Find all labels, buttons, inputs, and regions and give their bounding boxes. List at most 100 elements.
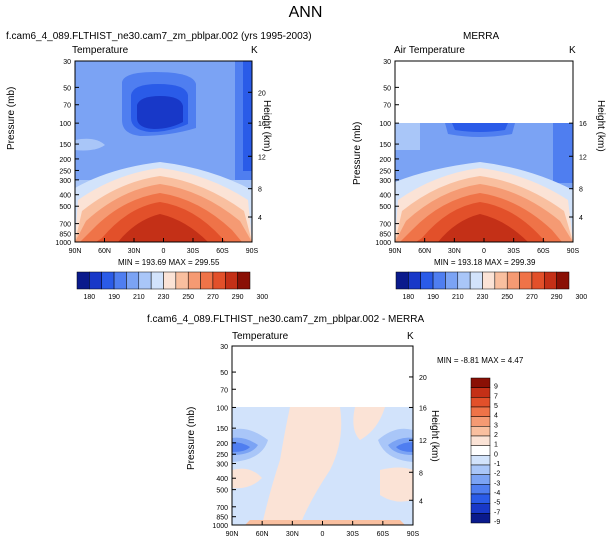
colorbar-1-label: 190 — [108, 294, 120, 301]
panel-3-ylabel-right: Height (km) — [429, 410, 440, 462]
panel-1-title: f.cam6_4_089.FLTHIST_ne30.cam7_zm_pblpar… — [6, 31, 312, 42]
colorbar-3-label: 9 — [494, 384, 498, 391]
colorbar-1-swatch — [150, 271, 164, 290]
colorbar-3-swatch — [470, 397, 491, 408]
colorbar-2: 180 190 210 230 250 270 290 300 — [395, 271, 587, 301]
colorbar-3-swatch — [470, 387, 491, 398]
colorbar-2-label: 270 — [526, 294, 538, 301]
panel-3-stats: MIN = -8.81 MAX = 4.47 — [437, 356, 524, 365]
colorbar-3-swatch — [470, 474, 491, 485]
colorbar-3-swatch — [470, 455, 491, 466]
panel-1-left-label: Temperature — [72, 45, 129, 56]
panel-2-ytick-label: 200 — [379, 157, 391, 164]
panel-1-xtick-label: 60S — [216, 248, 229, 255]
colorbar-2-label: 230 — [477, 294, 489, 301]
colorbar-2-swatch — [494, 271, 508, 290]
panel-2-stats: MIN = 193.18 MAX = 299.39 — [434, 258, 536, 267]
colorbar-1-swatch — [175, 271, 189, 290]
colorbar-2-swatch — [469, 271, 483, 290]
colorbar-2-swatch — [445, 271, 459, 290]
panel-1-xtick-label: 30N — [128, 248, 141, 255]
panel-3-xtick-label: 90S — [407, 531, 420, 538]
panel-1-ytick-right-label: 16 — [258, 121, 266, 128]
colorbar-2-swatch — [519, 271, 533, 290]
panel-1-xtick-label: 30S — [187, 248, 200, 255]
panel-1-ytick-label: 70 — [63, 103, 71, 110]
panel-3-ytick-label: 1000 — [212, 523, 228, 530]
panel-3-ytick-label: 150 — [216, 426, 228, 433]
colorbar-2-swatch — [457, 271, 471, 290]
panel-3-ytick-label: 500 — [216, 488, 228, 495]
figure-title: ANN — [288, 4, 323, 21]
colorbar-3-label: -3 — [494, 480, 500, 487]
panel-3-ytick-right-label: 8 — [419, 470, 423, 477]
panel-3-ytick-label: 250 — [216, 452, 228, 459]
panel-3-ytick-label: 850 — [216, 515, 228, 522]
colorbar-2-swatch — [420, 271, 434, 290]
panel-2-xtick-label: 90S — [567, 248, 580, 255]
colorbar-3-swatch — [470, 503, 491, 514]
panel-1-contours — [75, 61, 252, 242]
colorbar-1-swatch — [200, 271, 214, 290]
panel-2-left-label: Air Temperature — [394, 45, 465, 56]
colorbar-2-label: 210 — [452, 294, 464, 301]
colorbar-3-label: -4 — [494, 490, 500, 497]
panel-1-ytick-label: 700 — [59, 222, 71, 229]
panel-1-ytick-right-label: 8 — [258, 187, 262, 194]
colorbar-3-swatch — [470, 426, 491, 437]
colorbar-1-swatch — [76, 271, 90, 290]
panel-1-ytick-label: 500 — [59, 204, 71, 211]
colorbar-1-swatch — [138, 271, 152, 290]
panel-2-ytick-label: 300 — [379, 178, 391, 185]
colorbar-3-label: -2 — [494, 471, 500, 478]
colorbar-3-label: -9 — [494, 519, 500, 526]
panel-3-ytick-right-label: 16 — [419, 405, 427, 412]
colorbar-3-swatch — [470, 513, 491, 524]
panel-2-ytick-label: 1000 — [375, 240, 391, 247]
colorbar-3-swatch — [470, 484, 491, 495]
colorbar-2-swatch — [556, 271, 570, 290]
panel-3-ytick-label: 700 — [216, 505, 228, 512]
colorbar-2-label: 290 — [551, 294, 563, 301]
colorbar-3-swatch — [470, 416, 491, 427]
colorbar-3-label: 2 — [494, 432, 498, 439]
colorbar-2-label: 190 — [427, 294, 439, 301]
colorbar-3-swatch — [470, 445, 491, 456]
panel-1-xtick-label: 60N — [98, 248, 111, 255]
panel-3-xtick-label: 30N — [286, 531, 299, 538]
panel-1-ytick-label: 250 — [59, 168, 71, 175]
panel-2-ylabel-right: Height (km) — [595, 100, 606, 152]
panel-3-xtick-label: 90N — [226, 531, 239, 538]
panel-3-ytick-label: 30 — [220, 344, 228, 351]
colorbar-2-swatch — [531, 271, 545, 290]
panel-2-ytick-label: 50 — [383, 85, 391, 92]
colorbar-3-label: 1 — [494, 442, 498, 449]
colorbar-1-label: 290 — [232, 294, 244, 301]
panel-3-ytick-label: 400 — [216, 476, 228, 483]
colorbar-2-swatch — [482, 271, 496, 290]
panel-2-xtick-label: 30N — [448, 248, 461, 255]
colorbar-3-swatch — [470, 377, 491, 388]
panel-3-ytick-label: 200 — [216, 441, 228, 448]
panel-3-ytick-label: 70 — [220, 387, 228, 394]
colorbar-1-swatch — [89, 271, 102, 290]
panel-1-ytick-right-label: 4 — [258, 215, 262, 222]
colorbar-2-swatch — [408, 271, 421, 290]
colorbar-3-swatch — [470, 464, 491, 475]
colorbar-1-swatch — [212, 271, 226, 290]
panel-3-left-label: Temperature — [232, 331, 289, 342]
colorbar-1-swatch — [187, 271, 201, 290]
colorbar-3-label: -7 — [494, 509, 500, 516]
panel-1-ytick-right-label: 20 — [258, 90, 266, 97]
panel-3-xtick-label: 30S — [346, 531, 359, 538]
panel-3-xtick-label: 0 — [321, 531, 325, 538]
panel-3-xtick-label: 60N — [256, 531, 269, 538]
panel-1-xtick-label: 90S — [246, 248, 259, 255]
panel-2-xtick-label: 0 — [482, 248, 486, 255]
panel-2-ytick-right-label: 16 — [579, 121, 587, 128]
colorbar-3-label: 7 — [494, 393, 498, 400]
colorbar-1-label: 250 — [182, 294, 194, 301]
panel-1-ytick-label: 50 — [63, 85, 71, 92]
